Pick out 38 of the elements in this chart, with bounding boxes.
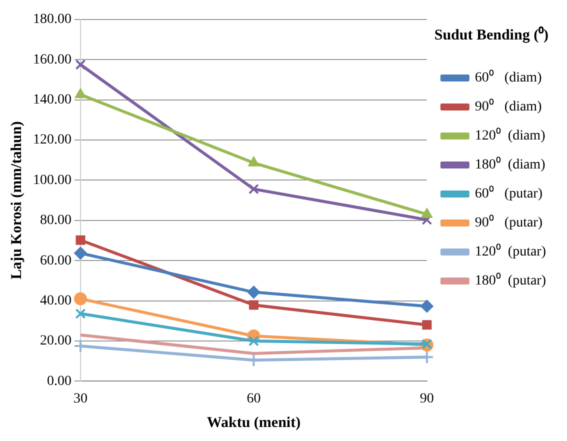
point: [247, 286, 260, 299]
legend-label: 90⁰ (putar): [474, 214, 543, 231]
legend-label: 60⁰ (diam): [474, 70, 542, 86]
point: [248, 156, 260, 166]
x-tick-label: 90: [420, 391, 434, 406]
point: [248, 336, 259, 346]
point: [421, 208, 433, 218]
y-tick-label: 80.00: [40, 213, 72, 228]
point: [74, 88, 86, 98]
legend-title: Sudut Bending (⁰): [434, 25, 549, 44]
legend-label: 180⁰ (putar): [474, 272, 546, 289]
legend-label: 120⁰ (putar): [474, 244, 546, 260]
legend-label: 120⁰ (diam): [474, 128, 546, 144]
legend-label: 180⁰ (diam): [474, 156, 546, 173]
x-tick-label: 30: [74, 391, 88, 406]
legend-label: 90⁰ (diam): [474, 98, 542, 115]
point: [422, 338, 432, 350]
y-tick-label: 120.00: [33, 132, 72, 148]
y-tick-label: 160.00: [33, 52, 72, 68]
point: [74, 246, 87, 260]
y-tick-label: 0.00: [47, 374, 72, 389]
x-axis-title: Waktu (menit): [206, 414, 301, 431]
y-tick-label: 60.00: [40, 253, 72, 268]
x-tick-label: 60: [246, 391, 261, 406]
point: [248, 184, 259, 194]
y-tick-label: 20.00: [40, 334, 72, 349]
y-tick-label: 40.00: [40, 293, 72, 308]
point: [76, 235, 86, 245]
point: [422, 320, 432, 330]
y-tick-label: 140.00: [33, 92, 72, 108]
y-tick-label: 100.00: [33, 172, 72, 188]
point: [248, 300, 258, 310]
y-axis-title: Laju Korosi (mm/tahun): [8, 121, 25, 280]
legend-label: 60⁰ (putar): [474, 186, 543, 202]
point: [74, 292, 87, 306]
point: [420, 300, 434, 313]
point: [75, 308, 86, 319]
y-tick-label: 180.00: [33, 12, 72, 28]
